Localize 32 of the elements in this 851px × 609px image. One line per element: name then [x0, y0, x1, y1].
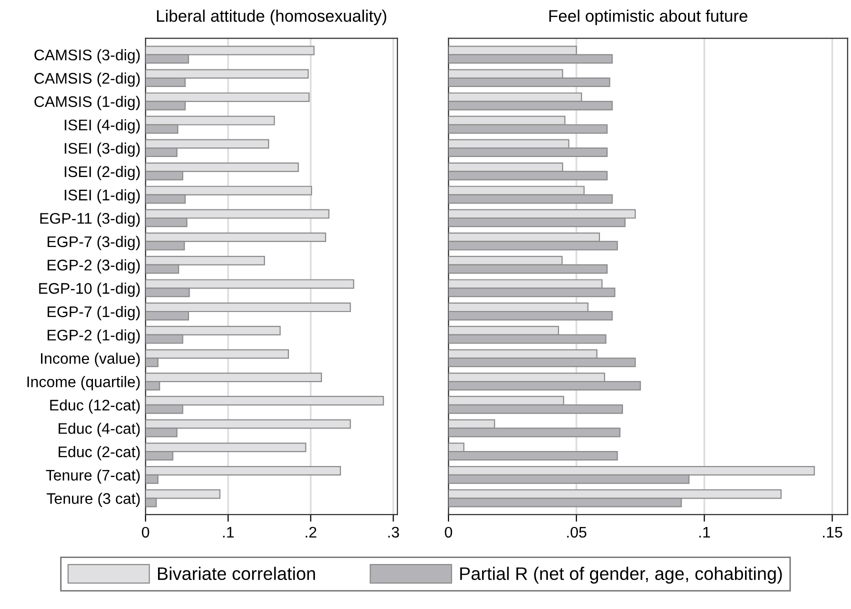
y-tick-label: EGP-2 (3-dig)	[48, 259, 140, 274]
y-tick-label: ISEI (2-dig)	[64, 166, 140, 180]
x-tick-label: 0	[142, 526, 150, 538]
y-tick-label: Tenure (7-cat)	[46, 469, 140, 484]
y-tick-label: ISEI (4-dig)	[64, 119, 140, 134]
y-tick-label: EGP-7 (3-dig)	[48, 236, 140, 250]
chart-title: Feel optimistic about future	[549, 10, 748, 26]
y-tick-label: Income (quartile)	[27, 376, 140, 390]
y-tick-label: Educ (12-cat)	[50, 399, 140, 414]
y-tick-label: CAMSIS (2-dig)	[34, 72, 140, 87]
y-tick-label: ISEI (1-dig)	[64, 189, 140, 204]
y-tick-label: Educ (4-cat)	[58, 422, 140, 437]
y-tick-label: EGP-10 (1-dig)	[39, 282, 140, 297]
x-tick-label: 0	[444, 526, 452, 538]
y-tick-label: EGP-7 (1-dig)	[48, 306, 140, 320]
y-tick-label: Income (value)	[41, 352, 140, 367]
x-tick-label: .05	[567, 526, 586, 538]
y-tick-label: CAMSIS (3-dig)	[34, 49, 140, 64]
legend-label: Bivariate correlation	[158, 566, 315, 580]
y-tick-label: Educ (2-cat)	[58, 446, 140, 460]
y-tick-label: CAMSIS (1-dig)	[34, 96, 140, 110]
x-tick-label: .15	[823, 526, 842, 538]
y-tick-label: Tenure (3 cat)	[46, 492, 140, 507]
x-tick-label: .3	[388, 526, 399, 538]
y-tick-label: EGP-2 (1-dig)	[48, 329, 140, 344]
y-tick-label: ISEI (3-dig)	[64, 142, 140, 157]
y-tick-label: EGP-11 (3-dig)	[40, 212, 140, 227]
chart-title: Liberal attitude (homosexuality)	[157, 10, 386, 26]
x-tick-label: .1	[223, 526, 234, 538]
x-tick-label: .1	[699, 526, 710, 538]
x-tick-label: .2	[306, 526, 316, 538]
legend-label: Partial R (net of gender, age, cohabiting)	[460, 566, 782, 584]
